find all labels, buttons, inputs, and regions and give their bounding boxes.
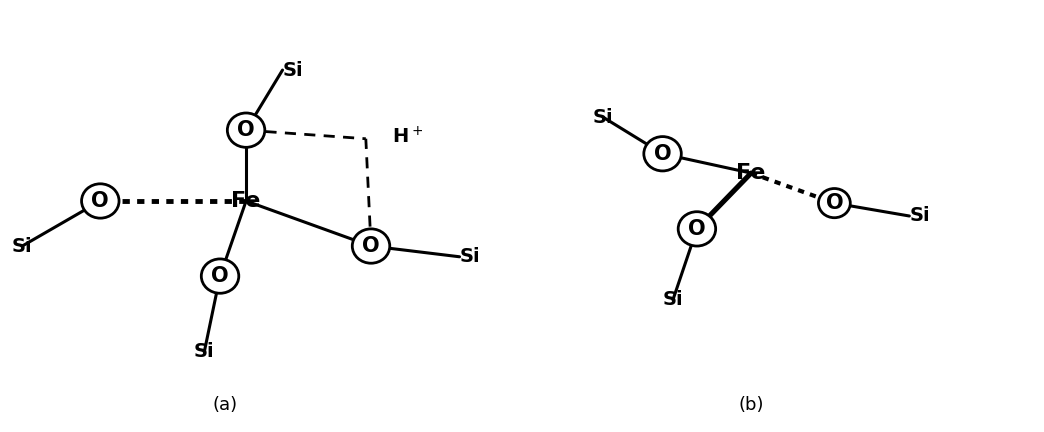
Text: (b): (b): [738, 396, 764, 414]
Text: O: O: [362, 236, 380, 256]
Text: O: O: [826, 193, 844, 213]
Ellipse shape: [228, 113, 265, 147]
Text: O: O: [92, 191, 110, 211]
Text: O: O: [654, 144, 671, 164]
Text: H$^+$: H$^+$: [392, 126, 423, 147]
Ellipse shape: [644, 137, 682, 171]
Text: Si: Si: [593, 108, 614, 127]
Ellipse shape: [352, 229, 389, 263]
Text: Si: Si: [663, 290, 683, 309]
Text: O: O: [211, 266, 229, 286]
Text: Fe: Fe: [736, 163, 765, 183]
Text: Fe: Fe: [232, 191, 261, 211]
Ellipse shape: [818, 188, 850, 218]
Text: Si: Si: [11, 237, 32, 256]
Ellipse shape: [679, 212, 716, 246]
Text: Si: Si: [909, 206, 930, 226]
Text: Si: Si: [459, 247, 480, 266]
Text: O: O: [237, 120, 255, 140]
Text: Si: Si: [194, 342, 215, 361]
Text: O: O: [688, 219, 706, 239]
Ellipse shape: [81, 184, 119, 218]
Ellipse shape: [201, 259, 239, 293]
Text: Si: Si: [283, 60, 303, 79]
Text: (a): (a): [213, 396, 238, 414]
